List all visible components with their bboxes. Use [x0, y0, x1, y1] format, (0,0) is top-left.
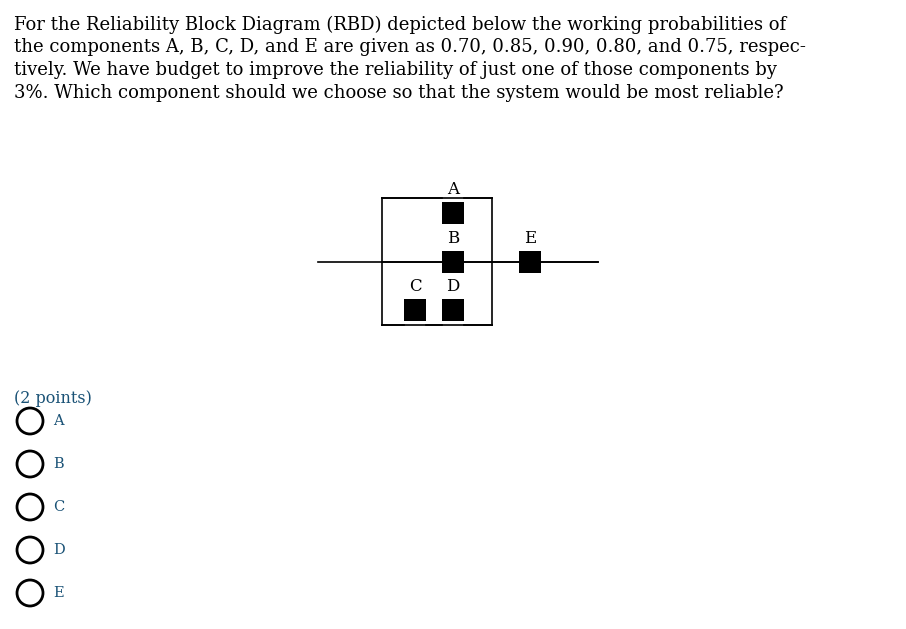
- Text: For the Reliability Block Diagram (RBD) depicted below the working probabilities: For the Reliability Block Diagram (RBD) …: [14, 16, 786, 34]
- Text: C: C: [409, 278, 421, 295]
- Text: A: A: [53, 414, 63, 428]
- Bar: [442, 202, 464, 224]
- Text: E: E: [524, 230, 536, 247]
- Text: (2 points): (2 points): [14, 390, 92, 407]
- Bar: [404, 299, 426, 321]
- Text: B: B: [53, 457, 63, 471]
- Bar: [519, 251, 541, 273]
- Bar: [442, 299, 464, 321]
- Bar: [442, 251, 464, 273]
- Text: D: D: [447, 278, 459, 295]
- Text: E: E: [53, 586, 63, 600]
- Text: 3%. Which component should we choose so that the system would be most reliable?: 3%. Which component should we choose so …: [14, 84, 784, 101]
- Text: the components A, B, C, D, and E are given as 0.70, 0.85, 0.90, 0.80, and 0.75, : the components A, B, C, D, and E are giv…: [14, 38, 805, 57]
- Text: C: C: [53, 500, 64, 514]
- Text: D: D: [53, 543, 64, 557]
- Text: B: B: [447, 230, 459, 247]
- Text: tively. We have budget to improve the reliability of just one of those component: tively. We have budget to improve the re…: [14, 61, 776, 79]
- Text: A: A: [447, 181, 459, 198]
